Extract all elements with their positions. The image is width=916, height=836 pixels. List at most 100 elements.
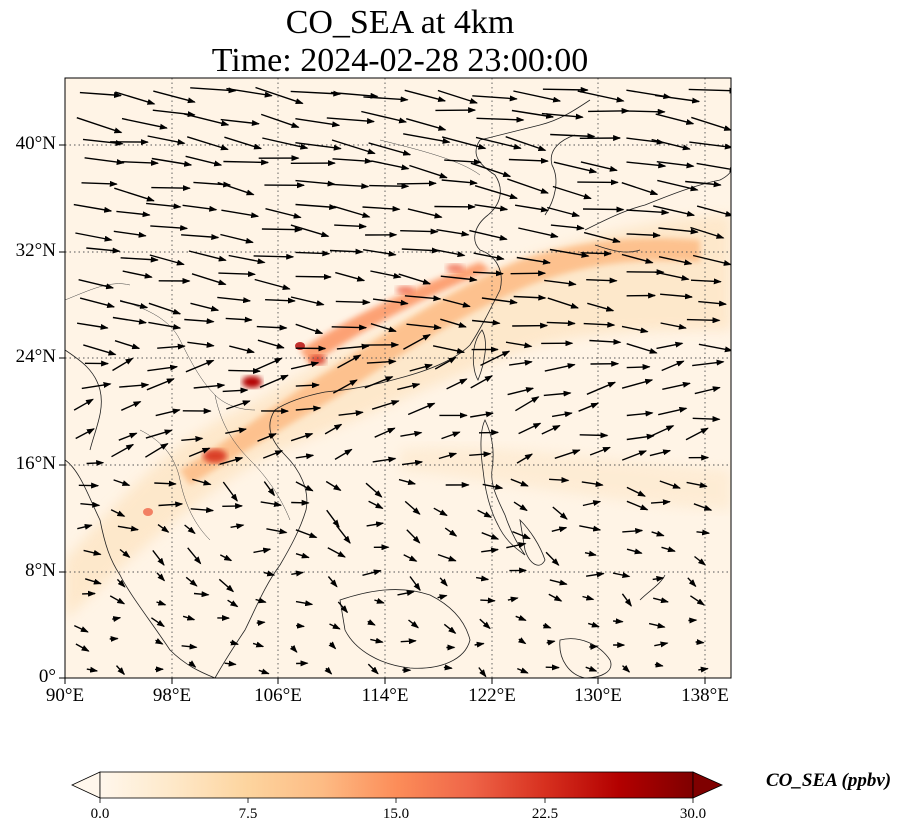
wind-arrow [112,316,147,325]
wind-arrow [474,204,509,212]
wind-arrow [551,411,573,418]
wind-arrow [481,532,500,540]
wind-arrow [689,141,731,150]
wind-arrow [188,447,211,458]
wind-arrow [515,396,540,412]
wind-arrow [110,509,126,517]
wind-arrow [333,205,371,218]
wind-arrow [441,136,487,150]
wind-arrow [222,481,238,502]
wind-arrow [265,208,302,219]
wind-arrow [441,179,478,186]
colorbar-tick-label: 7.5 [238,806,258,822]
wind-arrow [480,350,511,367]
wind-arrow [444,158,482,165]
wind-arrow [255,86,304,105]
wind-arrow [266,528,288,535]
wind-arrow [582,594,595,601]
wind-arrow [295,481,314,492]
wind-arrow [265,297,296,304]
wind-arrow [698,300,727,307]
map-timestamp: Time: 2024-02-28 23:00:00 [211,42,589,79]
wind-arrow [622,527,644,534]
wind-arrow [327,576,338,588]
wind-arrow [578,402,600,412]
wind-arrow [622,665,631,673]
wind-arrow [221,209,260,219]
colorbar-bar [99,771,694,799]
wind-arrow [585,665,598,672]
wind-arrow [548,593,563,602]
wind-arrow [686,481,708,488]
wind-arrow [75,232,113,242]
wind-arrow [263,481,275,497]
wind-arrow [477,509,493,518]
wind-arrow [119,382,150,389]
wind-arrow [182,614,196,621]
wind-arrow [475,575,490,582]
wind-arrow [542,86,589,93]
wind-arrow [686,317,721,324]
wind-arrow [626,364,651,371]
wind-arrow [82,138,124,147]
wind-arrow [589,643,599,650]
wind-arrow [79,297,116,309]
wind-arrow [409,164,448,179]
wind-arrow [694,555,707,566]
wind-arrow [507,387,535,396]
wind-arrow [256,324,288,331]
wind-arrow [481,547,499,554]
wind-arrow [147,135,186,145]
wind-arrow [626,548,643,555]
wind-arrow [295,142,342,151]
wind-arrow [690,595,705,606]
wind-arrow [76,322,109,330]
wind-arrow [372,298,409,306]
wind-arrow [337,601,349,614]
wind-arrow [407,208,443,219]
wind-arrow [612,572,631,579]
wind-arrow [404,500,421,515]
wind-arrow [332,157,373,164]
wind-arrow [259,374,289,388]
wind-arrow [696,205,731,217]
wind-arrow [329,248,364,255]
wind-arrow [225,316,253,323]
wind-arrow [228,254,266,265]
wind-arrow [694,386,721,395]
wind-arrow [437,553,457,562]
wind-arrow [698,343,731,353]
wind-arrow [440,275,478,283]
wind-arrow [119,300,149,309]
colorbar [71,771,723,803]
wind-arrow [181,234,220,240]
wind-arrow [151,157,193,167]
wind-arrow [656,161,695,169]
wind-arrow [407,402,436,416]
wind-arrow [518,422,542,435]
wind-arrow [439,577,448,587]
wind-arrow [626,500,649,511]
wind-arrow [547,206,581,218]
wind-arrow [549,248,590,258]
wind-arrow [217,296,252,304]
wind-arrow [473,270,504,277]
wind-arrow [692,359,725,367]
wind-arrow [433,248,466,258]
colorbar-extend-high [692,771,723,799]
wind-arrow [480,597,496,604]
wind-arrow [290,296,325,307]
wind-arrow [156,572,166,582]
lat-tick-label: 8°N [25,560,56,581]
wind-arrow [148,302,182,315]
wind-arrow [290,224,330,238]
wind-arrow [361,110,408,124]
wind-arrow [513,501,528,512]
wind-arrow [470,162,512,178]
wind-arrow [146,202,182,210]
lat-tick-label: 32°N [15,240,56,261]
wind-arrow [508,157,549,164]
wind-arrow [115,665,125,676]
wind-arrow [256,620,266,626]
wind-arrow [223,159,270,166]
